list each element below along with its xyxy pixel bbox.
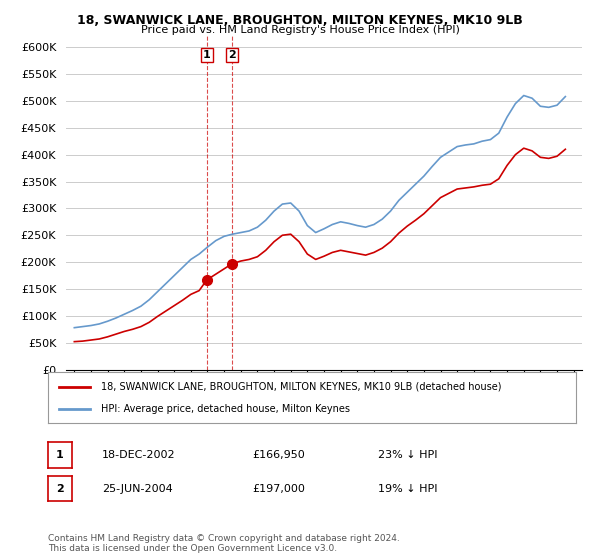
Text: 23% ↓ HPI: 23% ↓ HPI (378, 450, 437, 460)
Text: 1: 1 (56, 450, 64, 460)
Text: Price paid vs. HM Land Registry's House Price Index (HPI): Price paid vs. HM Land Registry's House … (140, 25, 460, 35)
Text: 19% ↓ HPI: 19% ↓ HPI (378, 484, 437, 494)
Text: HPI: Average price, detached house, Milton Keynes: HPI: Average price, detached house, Milt… (101, 404, 350, 414)
Text: 25-JUN-2004: 25-JUN-2004 (102, 484, 173, 494)
Text: 18, SWANWICK LANE, BROUGHTON, MILTON KEYNES, MK10 9LB (detached house): 18, SWANWICK LANE, BROUGHTON, MILTON KEY… (101, 381, 502, 391)
Text: Contains HM Land Registry data © Crown copyright and database right 2024.
This d: Contains HM Land Registry data © Crown c… (48, 534, 400, 553)
Text: £166,950: £166,950 (252, 450, 305, 460)
Text: 18, SWANWICK LANE, BROUGHTON, MILTON KEYNES, MK10 9LB: 18, SWANWICK LANE, BROUGHTON, MILTON KEY… (77, 14, 523, 27)
Text: 2: 2 (56, 484, 64, 493)
Text: 18-DEC-2002: 18-DEC-2002 (102, 450, 176, 460)
Text: 2: 2 (228, 50, 236, 60)
Text: £197,000: £197,000 (252, 484, 305, 494)
Text: 1: 1 (203, 50, 211, 60)
